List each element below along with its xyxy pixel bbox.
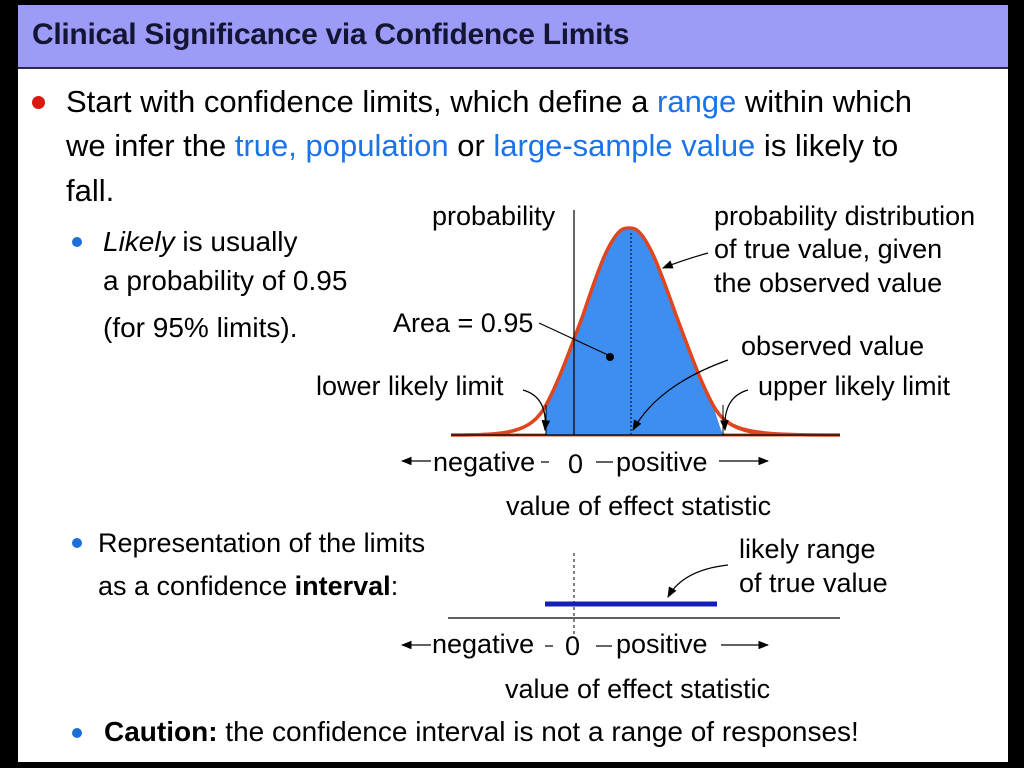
likely-word: Likely — [103, 226, 175, 257]
highlight-true-population: true, population — [234, 128, 449, 163]
caution-label: Caution: — [104, 716, 218, 747]
distribution-label-3: the observed value — [714, 268, 942, 298]
text: within which — [736, 84, 913, 119]
caution-text: the confidence interval is not a range o… — [217, 716, 859, 747]
sub1-line2: a probability of 0.95 — [103, 265, 348, 296]
caution-line: Caution: the confidence interval is not … — [104, 713, 859, 751]
sub1-line3: (for 95% limits). — [103, 312, 298, 343]
title-bar: Clinical Significance via Confidence Lim… — [18, 5, 1008, 69]
axis-title: value of effect statistic — [505, 674, 770, 704]
text: : — [390, 571, 399, 601]
text: we infer the — [66, 128, 235, 163]
probability-label: probability — [432, 201, 556, 231]
diagrams: probability probability distribution of … — [316, 201, 975, 704]
observed-arrow — [632, 359, 729, 431]
range-arrow — [667, 564, 729, 598]
sub2-line1: Representation of the limits — [98, 528, 426, 558]
positive-label: positive — [616, 629, 708, 659]
area-095-fill — [546, 228, 723, 435]
axis-title: value of effect statistic — [506, 491, 771, 521]
bullet1-line3: fall. — [66, 173, 115, 208]
text: or — [448, 128, 494, 163]
range-label-1: likely range — [739, 534, 876, 564]
bullet-dot — [32, 96, 45, 109]
negative-label: negative — [432, 629, 534, 659]
highlight-large-sample: large-sample value — [493, 128, 756, 163]
distribution-arrow — [661, 252, 709, 269]
upper-limit-arrow — [720, 389, 749, 432]
text: as a confidence — [98, 571, 295, 601]
interval-word: interval — [294, 571, 391, 601]
distribution-label-2: of true value, given — [714, 234, 942, 264]
negative-label: negative — [433, 447, 535, 477]
highlight-range: range — [657, 84, 737, 119]
text: is usually — [174, 226, 298, 257]
sub1-line1: Likely is usually — [103, 223, 298, 261]
zero-label: 0 — [568, 449, 583, 479]
distribution-label-1: probability distribution — [714, 201, 975, 231]
slide-title: Clinical Significance via Confidence Lim… — [32, 18, 630, 51]
sub-bullet-dot — [72, 237, 82, 247]
text: Start with confidence limits, which defi… — [66, 84, 657, 119]
zero-label: 0 — [565, 631, 580, 661]
range-label-2: of true value — [739, 568, 888, 598]
lower-limit-arrow — [522, 389, 551, 432]
positive-label: positive — [616, 447, 708, 477]
text: is likely to — [755, 128, 899, 163]
observed-value-label: observed value — [741, 331, 924, 361]
upper-limit-label: upper likely limit — [758, 371, 951, 401]
sub2-line2: as a confidence interval: — [98, 567, 398, 605]
area-leader — [538, 322, 609, 356]
area-label: Area = 0.95 — [393, 308, 533, 338]
lower-limit-label: lower likely limit — [316, 371, 504, 401]
distribution-curve — [450, 226, 841, 437]
sub-bullet-dot — [72, 538, 82, 548]
sub-bullet-dot — [72, 728, 82, 738]
bullet1-line1: Start with confidence limits, which defi… — [66, 80, 912, 124]
slide: Clinical Significance via Confidence Lim… — [18, 5, 1008, 762]
bullet1-line2: we infer the true, population or large-s… — [66, 124, 898, 168]
